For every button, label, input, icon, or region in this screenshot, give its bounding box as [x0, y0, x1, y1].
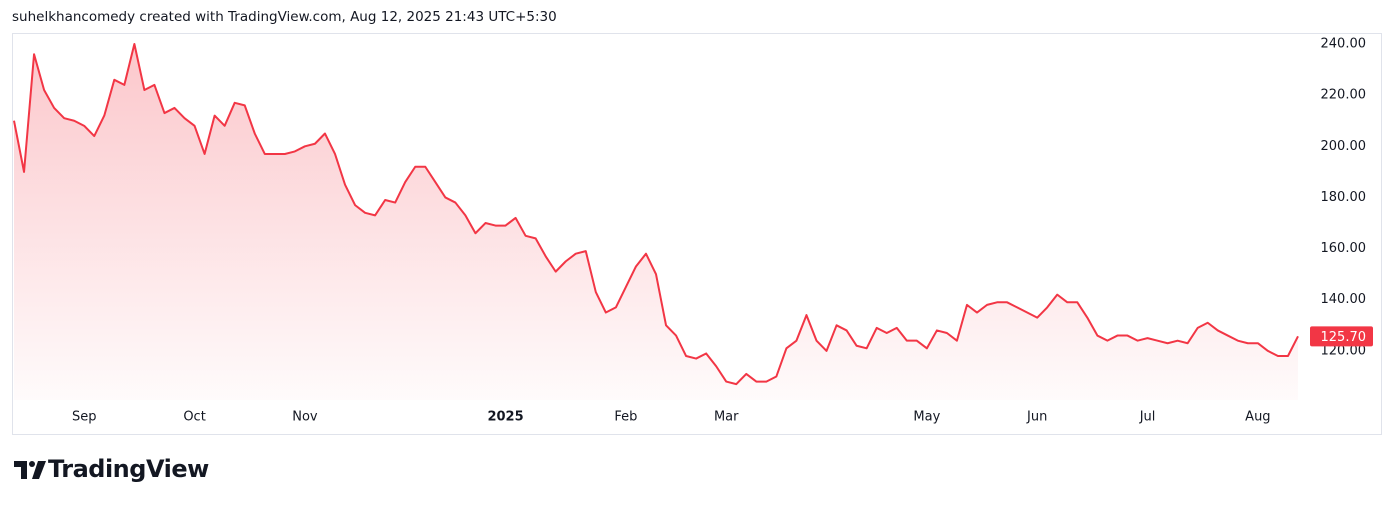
y-tick-label: 240.00	[1321, 36, 1367, 51]
header-text: suhelkhancomedy created with TradingView…	[12, 9, 557, 25]
y-tick-label: 160.00	[1321, 241, 1367, 256]
x-tick-label: 2025	[487, 410, 523, 425]
x-tick-label: Aug	[1245, 410, 1270, 425]
x-tick-label: Mar	[714, 410, 739, 425]
y-tick-label: 180.00	[1321, 190, 1367, 205]
x-tick-label: Nov	[292, 410, 318, 425]
x-tick-label: Oct	[183, 410, 205, 425]
x-tick-label: Jun	[1026, 410, 1047, 425]
x-tick-label: Jul	[1139, 410, 1156, 425]
logo-text: TradingView	[48, 455, 209, 483]
y-tick-label: 120.00	[1321, 343, 1367, 358]
x-tick-label: Feb	[614, 410, 637, 425]
x-tick-label: May	[913, 410, 940, 425]
area-fill	[14, 43, 1298, 400]
x-tick-label: Sep	[72, 410, 97, 425]
logo-icon	[14, 461, 46, 479]
last-price-badge	[1310, 326, 1373, 347]
y-tick-label: 140.00	[1321, 292, 1367, 307]
price-line	[13, 42, 1299, 386]
y-tick-label: 200.00	[1321, 139, 1367, 154]
chart-frame	[12, 33, 1382, 435]
y-tick-label: 220.00	[1321, 88, 1367, 103]
last-price-label: 125.70	[1321, 330, 1367, 345]
